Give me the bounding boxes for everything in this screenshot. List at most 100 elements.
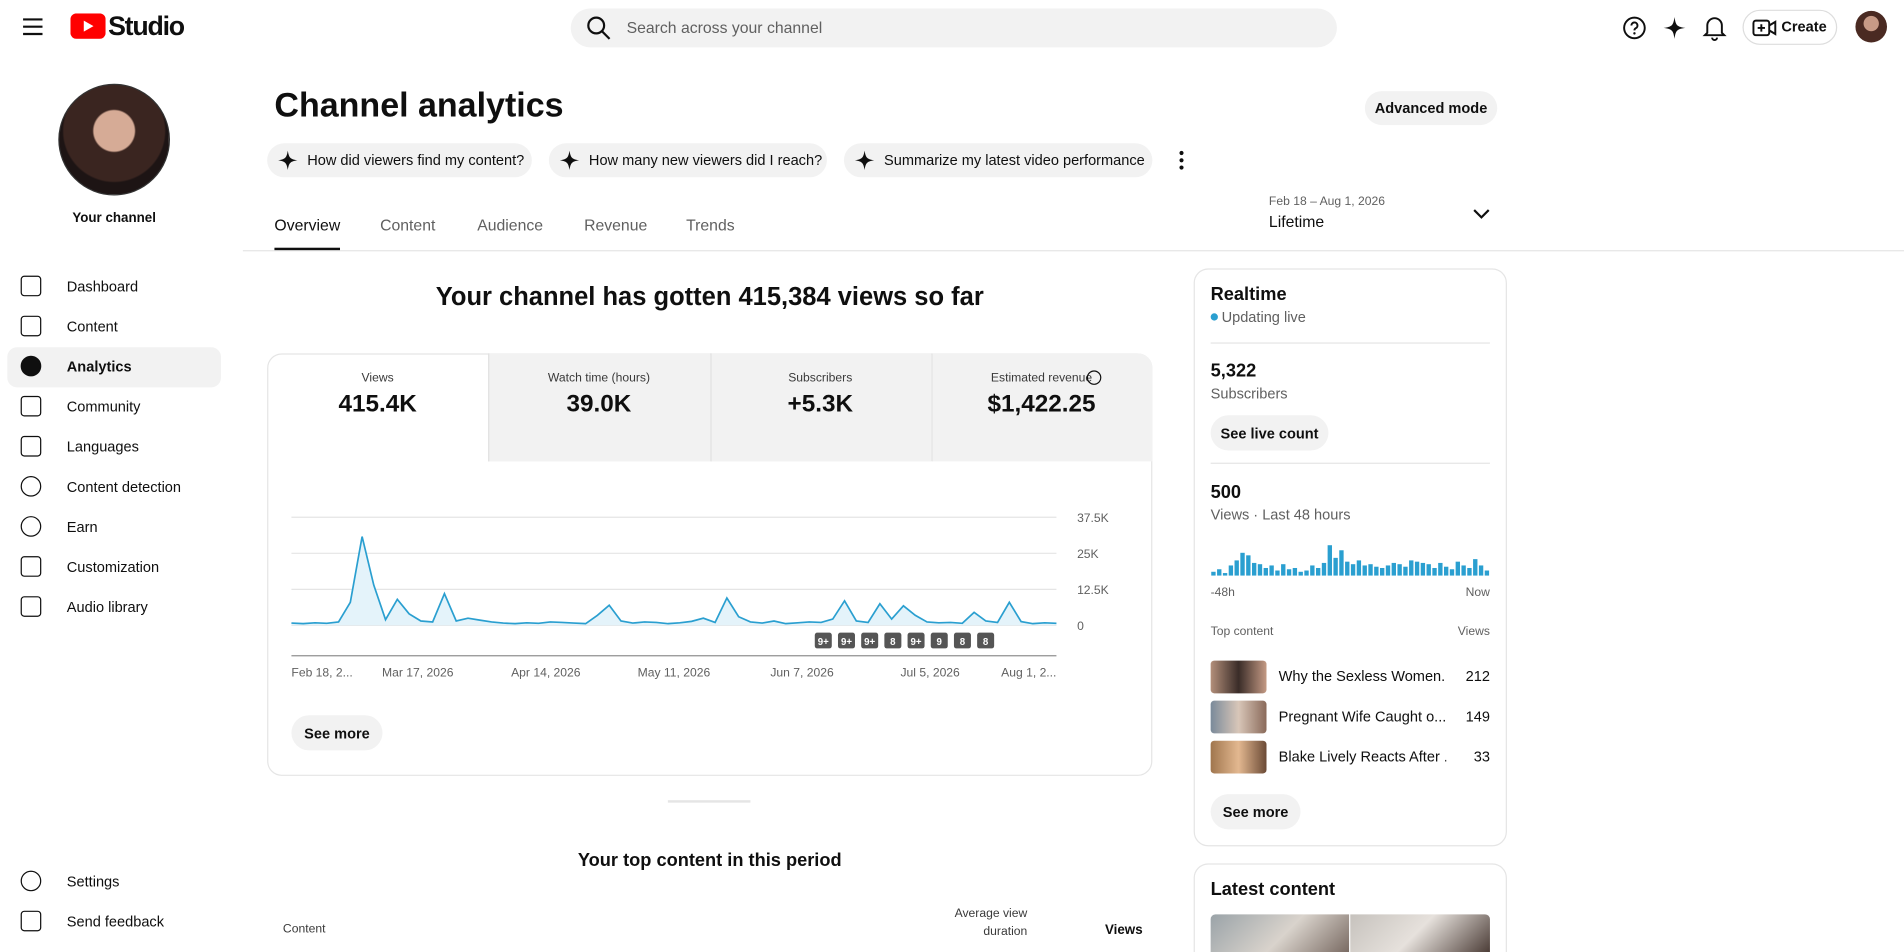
realtime-bar: [1339, 550, 1344, 576]
prompt-text[interactable]: Summarize my latest video performance: [884, 151, 1145, 169]
metric-label[interactable]: Views: [361, 371, 394, 385]
create-label[interactable]: Create: [1781, 18, 1827, 36]
nav-icon[interactable]: [20, 516, 42, 537]
realtime-bar: [1409, 560, 1414, 576]
notifications-icon[interactable]: [1702, 15, 1727, 42]
prompt-icon[interactable]: [559, 150, 580, 177]
channel-avatar[interactable]: [58, 83, 171, 196]
search-bar[interactable]: [570, 8, 1337, 48]
logo-icon[interactable]: [70, 13, 106, 39]
row-title[interactable]: Blake Lively Reacts After ...: [1278, 748, 1447, 766]
nav-item[interactable]: Languages: [66, 438, 139, 456]
search-placeholder[interactable]: Search across your channel: [626, 18, 823, 37]
tab[interactable]: Content: [380, 216, 436, 235]
nav-icon[interactable]: [20, 476, 42, 497]
create-button[interactable]: [1742, 9, 1838, 45]
row-views[interactable]: 212: [1465, 667, 1490, 685]
realtime-see-more[interactable]: See more: [1210, 794, 1301, 830]
nav-item[interactable]: Customization: [66, 558, 160, 576]
latest-thumbnail[interactable]: [1350, 914, 1490, 952]
tab[interactable]: Audience: [477, 216, 544, 235]
realtime-bar: [1304, 570, 1309, 576]
realtime-bar: [1467, 567, 1472, 576]
metric-value[interactable]: $1,422.25: [987, 391, 1096, 418]
metric-tab[interactable]: [709, 353, 932, 462]
metric-label[interactable]: Subscribers: [788, 371, 853, 385]
row-title[interactable]: Pregnant Wife Caught o...: [1278, 707, 1447, 725]
prompt-chip[interactable]: [267, 143, 532, 178]
row-title[interactable]: Why the Sexless Women...: [1278, 667, 1447, 685]
thumbnail[interactable]: [1210, 660, 1267, 694]
menu-icon[interactable]: [22, 17, 44, 36]
prompt-chip[interactable]: [843, 143, 1153, 178]
live-count-button[interactable]: See live count: [1210, 415, 1329, 451]
revenue-info-icon[interactable]: [1086, 370, 1102, 385]
column-header[interactable]: Average view duration: [954, 907, 1028, 939]
metric-label[interactable]: Watch time (hours): [547, 371, 651, 385]
prompt-chip[interactable]: [548, 143, 827, 178]
realtime-bar: [1234, 560, 1239, 576]
metric-value[interactable]: +5.3K: [787, 391, 854, 418]
tab[interactable]: Revenue: [584, 216, 648, 235]
nav-icon[interactable]: [20, 315, 42, 337]
row-views[interactable]: 149: [1465, 707, 1490, 725]
nav-item[interactable]: Analytics: [66, 358, 132, 376]
prompt-icon[interactable]: [854, 150, 875, 177]
thumbnail[interactable]: [1210, 700, 1267, 734]
prompt-icon[interactable]: [278, 150, 298, 177]
content-badge-label: 9: [937, 637, 943, 648]
ai-icon[interactable]: [1662, 16, 1686, 40]
metric-label[interactable]: Estimated revenue: [990, 371, 1093, 385]
metric-tab[interactable]: [931, 353, 1153, 462]
nav-item[interactable]: Settings: [66, 873, 120, 891]
views-chart: 0 12.5K 25K 37.5K Feb 18, 2... Mar 17, 2026 Ap…: [291, 511, 1109, 679]
channel-label[interactable]: Your channel: [72, 211, 156, 226]
thumbnail[interactable]: [1210, 740, 1267, 774]
more-icon[interactable]: [1177, 149, 1187, 171]
latest-thumbnail[interactable]: [1210, 914, 1350, 952]
nav-item[interactable]: Earn: [66, 518, 98, 536]
nav-icon[interactable]: [20, 395, 42, 417]
nav-item[interactable]: Dashboard: [66, 278, 139, 296]
nav-icon[interactable]: [20, 275, 42, 297]
nav-icon[interactable]: [20, 556, 42, 577]
tab[interactable]: Overview: [274, 216, 341, 235]
realtime-bar: [1281, 564, 1286, 576]
nav-icon[interactable]: [20, 870, 42, 892]
realtime-bar: [1362, 565, 1367, 576]
realtime-bar: [1345, 561, 1350, 576]
nav-item[interactable]: Community: [66, 398, 141, 416]
realtime-bar: [1391, 562, 1396, 576]
period-dropdown[interactable]: [1473, 208, 1490, 220]
logo-text[interactable]: Studio: [108, 10, 185, 42]
advanced-mode-button[interactable]: Advanced mode: [1364, 91, 1498, 126]
account-avatar[interactable]: [1855, 10, 1888, 43]
realtime-bar: [1240, 552, 1245, 576]
create-icon[interactable]: [1752, 18, 1777, 37]
realtime-bar: [1403, 566, 1408, 576]
prompt-text[interactable]: How many new viewers did I reach?: [588, 151, 823, 169]
help-icon[interactable]: [1622, 16, 1646, 40]
column-header[interactable]: Content: [282, 922, 326, 937]
metric-tab[interactable]: [488, 353, 710, 462]
nav-item[interactable]: Content: [66, 318, 118, 336]
nav-item[interactable]: Content detection: [66, 478, 182, 496]
row-views[interactable]: 33: [1473, 748, 1490, 766]
prompt-text[interactable]: How did viewers find my content?: [307, 151, 525, 169]
period[interactable]: Lifetime: [1268, 212, 1325, 231]
date-range[interactable]: Feb 18 – Aug 1, 2026: [1268, 195, 1386, 209]
nav-item[interactable]: Audio library: [66, 598, 148, 616]
tab[interactable]: Trends: [686, 216, 735, 235]
realtime-bar: [1298, 571, 1303, 576]
nav-item[interactable]: Send feedback: [66, 913, 165, 931]
nav-icon[interactable]: [20, 910, 42, 932]
nav-icon[interactable]: [20, 435, 42, 457]
nav-highlight[interactable]: [7, 347, 222, 388]
metric-value[interactable]: 39.0K: [566, 391, 632, 418]
nav-icon[interactable]: [20, 596, 42, 617]
nav-icon[interactable]: [20, 355, 42, 377]
column-header[interactable]: Views: [1105, 922, 1143, 938]
search-icon[interactable]: [587, 16, 611, 40]
see-more-button[interactable]: See more: [291, 715, 383, 751]
metric-value[interactable]: 415.4K: [338, 391, 417, 418]
